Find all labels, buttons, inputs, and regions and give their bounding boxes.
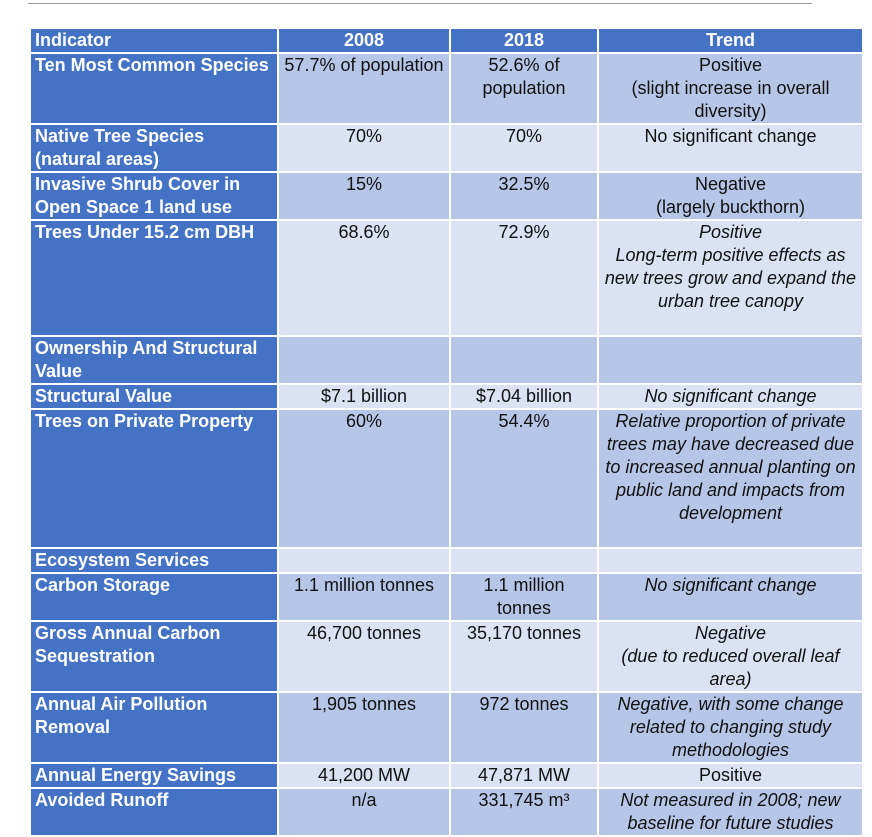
value-cell: 972 tonnes xyxy=(449,691,599,764)
table-row: Gross Annual Carbon Sequestration 46,700 … xyxy=(29,620,864,693)
value-cell: 47,871 MW xyxy=(449,762,599,789)
value-cell: 32.5% xyxy=(449,171,599,221)
table-row: Structural Value $7.1 billion $7.04 billio… xyxy=(29,383,864,410)
value-cell: 1,905 tonnes xyxy=(277,691,451,764)
table-row: Trees on Private Property 60% 54.4% Relativ… xyxy=(29,408,864,549)
value-cell: 54.4% xyxy=(449,408,599,549)
table-row: Invasive Shrub Cover in Open Space 1 lan… xyxy=(29,171,864,221)
value-cell: 57.7% of population xyxy=(277,52,451,125)
indicator-cell: Ownership And Structural Value xyxy=(29,335,279,385)
trend-cell: Negative (due to reduced overall leaf ar… xyxy=(597,620,864,693)
value-cell: n/a xyxy=(277,787,451,837)
top-rule xyxy=(28,3,812,4)
value-cell: 70% xyxy=(449,123,599,173)
trend-cell: Positive (slight increase in overall div… xyxy=(597,52,864,125)
value-cell: 1.1 million tonnes xyxy=(277,572,451,622)
value-cell: 68.6% xyxy=(277,219,451,337)
indicator-cell: Annual Energy Savings xyxy=(29,762,279,789)
header-cell: Trend xyxy=(597,27,864,54)
indicator-cell: Gross Annual Carbon Sequestration xyxy=(29,620,279,693)
trend-cell: Positive Long-term positive effects as n… xyxy=(597,219,864,337)
table-row: Ten Most Common Species 57.7% of populati… xyxy=(29,52,864,125)
indicator-cell: Avoided Runoff xyxy=(29,787,279,837)
value-cell: $7.1 billion xyxy=(277,383,451,410)
header-cell: 2018 xyxy=(449,27,599,54)
trend-cell: No significant change xyxy=(597,572,864,622)
table-row: Carbon Storage 1.1 million tonnes 1.1 mill… xyxy=(29,572,864,622)
value-cell: 52.6% of population xyxy=(449,52,599,125)
value-cell xyxy=(277,547,451,574)
value-cell: 72.9% xyxy=(449,219,599,337)
value-cell: 331,745 m³ xyxy=(449,787,599,837)
indicator-cell: Structural Value xyxy=(29,383,279,410)
indicator-cell: Invasive Shrub Cover in Open Space 1 lan… xyxy=(29,171,279,221)
table-row: Native Tree Species (natural areas) 70% 70… xyxy=(29,123,864,173)
header-cell: 2008 xyxy=(277,27,451,54)
indicator-cell: Native Tree Species (natural areas) xyxy=(29,123,279,173)
trend-cell: Relative proportion of private trees may… xyxy=(597,408,864,549)
indicator-cell: Carbon Storage xyxy=(29,572,279,622)
trend-cell xyxy=(597,335,864,385)
trend-cell: Not measured in 2008; new baseline for f… xyxy=(597,787,864,837)
indicator-cell: Ten Most Common Species xyxy=(29,52,279,125)
table-row: Annual Energy Savings 41,200 MW 47,871 MW P… xyxy=(29,762,864,789)
indicator-table: Indicator 2008 2018 Trend Ten Most Common S… xyxy=(29,27,864,837)
table-row: Trees Under 15.2 cm DBH 68.6% 72.9% Positiv… xyxy=(29,219,864,337)
table-row: Ownership And Structural Value xyxy=(29,335,864,385)
trend-cell xyxy=(597,547,864,574)
value-cell: 60% xyxy=(277,408,451,549)
table-row: Ecosystem Services xyxy=(29,547,864,574)
value-cell xyxy=(277,335,451,385)
trend-cell: No significant change xyxy=(597,123,864,173)
trend-cell: No significant change xyxy=(597,383,864,410)
value-cell: 15% xyxy=(277,171,451,221)
value-cell: 41,200 MW xyxy=(277,762,451,789)
value-cell: 1.1 million tonnes xyxy=(449,572,599,622)
indicator-cell: Trees Under 15.2 cm DBH xyxy=(29,219,279,337)
value-cell: 35,170 tonnes xyxy=(449,620,599,693)
header-cell: Indicator xyxy=(29,27,279,54)
value-cell: 46,700 tonnes xyxy=(277,620,451,693)
value-cell xyxy=(449,547,599,574)
trend-cell: Positive xyxy=(597,762,864,789)
trend-cell: Negative, with some change related to ch… xyxy=(597,691,864,764)
table-row: Avoided Runoff n/a 331,745 m³ Not measured … xyxy=(29,787,864,837)
trend-cell: Negative (largely buckthorn) xyxy=(597,171,864,221)
value-cell: 70% xyxy=(277,123,451,173)
table-row: Annual Air Pollution Removal 1,905 tonnes… xyxy=(29,691,864,764)
value-cell: $7.04 billion xyxy=(449,383,599,410)
indicator-cell: Ecosystem Services xyxy=(29,547,279,574)
value-cell xyxy=(449,335,599,385)
indicator-cell: Trees on Private Property xyxy=(29,408,279,549)
indicator-cell: Annual Air Pollution Removal xyxy=(29,691,279,764)
header-row: Indicator 2008 2018 Trend xyxy=(29,27,864,54)
